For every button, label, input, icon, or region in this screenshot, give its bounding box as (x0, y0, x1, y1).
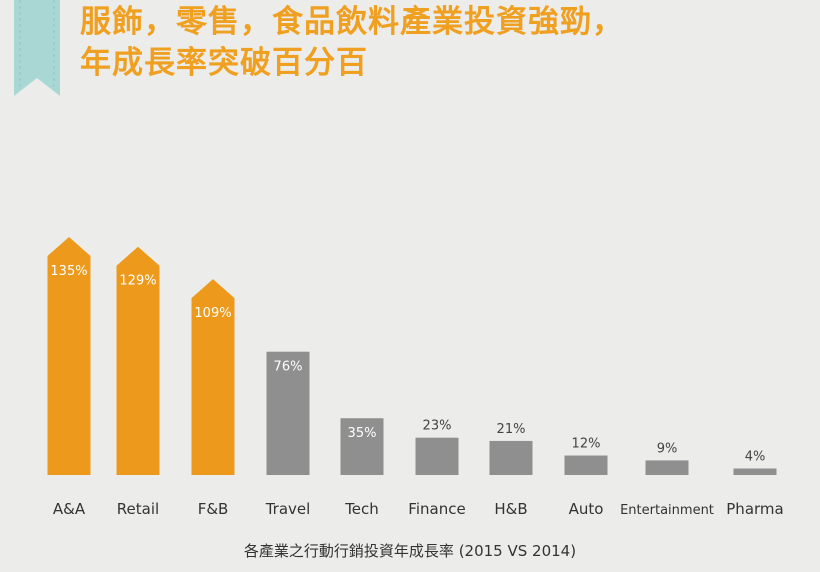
x-tick-label: F&B (198, 500, 229, 518)
bar-finance (415, 437, 459, 475)
data-label: 35% (348, 426, 377, 441)
bar-auto (564, 455, 608, 475)
bar-chart: 135% A&A 129% Retail 109% F&B 76% Travel 35% Tech… (47, 237, 784, 518)
title-line-2: 年成長率突破百分百 (80, 45, 368, 81)
x-tick-label: H&B (494, 500, 527, 518)
x-tick-label: Travel (265, 500, 311, 518)
data-label: 76% (274, 360, 303, 375)
x-tick-label: Retail (117, 500, 159, 518)
title-line-1: 服飾，零售，食品飲料產業投資強勁， (80, 4, 624, 40)
bar-h-b (489, 440, 533, 475)
x-tick-label: Entertainment (620, 503, 714, 518)
bar-tech (340, 418, 384, 475)
x-tick-label: Pharma (726, 500, 783, 518)
data-label: 21% (497, 422, 526, 437)
x-tick-label: Finance (408, 500, 465, 518)
data-label: 4% (745, 450, 766, 465)
data-label: 109% (194, 306, 231, 321)
data-label: 23% (423, 419, 452, 434)
data-label: 129% (119, 274, 156, 289)
x-tick-label: Auto (569, 500, 604, 518)
bar-pharma (733, 468, 777, 475)
bar-travel (266, 351, 310, 475)
page-title: 服飾，零售，食品飲料產業投資強勁， 年成長率突破百分百 (80, 2, 624, 84)
bookmark-ribbon-icon (14, 0, 60, 96)
data-label: 135% (50, 264, 87, 279)
data-label: 12% (572, 437, 601, 452)
x-tick-label: Tech (344, 500, 379, 518)
data-label: 9% (657, 441, 678, 456)
bar-a-a (47, 237, 91, 475)
x-axis-title: 各產業之行動行銷投資年成長率 (2015 VS 2014) (243, 542, 577, 560)
bar-f-b (191, 279, 235, 475)
x-tick-label: A&A (53, 500, 86, 518)
bar-retail (116, 246, 160, 475)
bar-entertainment (645, 460, 689, 475)
